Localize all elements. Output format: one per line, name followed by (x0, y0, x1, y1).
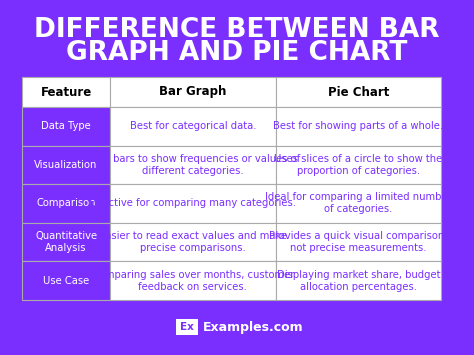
Bar (276, 77, 441, 107)
Bar (276, 107, 441, 146)
Bar (276, 184, 441, 223)
Text: Ex: Ex (180, 322, 194, 332)
Bar (22, 77, 110, 107)
Text: Visualization: Visualization (35, 160, 98, 170)
Text: Effective for comparing many categories.: Effective for comparing many categories. (90, 198, 296, 208)
Text: Feature: Feature (40, 86, 91, 98)
Text: Displaying market share, budget
allocation percentages.: Displaying market share, budget allocati… (277, 270, 440, 292)
Text: Uses bars to show frequencies or values of
different categories.: Uses bars to show frequencies or values … (86, 154, 300, 176)
Bar (176, 319, 198, 335)
Text: Use Case: Use Case (43, 276, 89, 286)
Bar (22, 223, 110, 261)
Text: Uses slices of a circle to show the
proportion of categories.: Uses slices of a circle to show the prop… (274, 154, 443, 176)
Bar (110, 223, 276, 261)
Text: Examples.com: Examples.com (203, 321, 304, 333)
Text: Comparing sales over months, customer
feedback on services.: Comparing sales over months, customer fe… (92, 270, 294, 292)
Text: GRAPH AND PIE CHART: GRAPH AND PIE CHART (66, 40, 408, 66)
Bar (110, 146, 276, 184)
Text: Provides a quick visual comparison,
not precise measurements.: Provides a quick visual comparison, not … (269, 231, 447, 253)
Text: Easier to read exact values and make
precise comparisons.: Easier to read exact values and make pre… (99, 231, 287, 253)
Bar (276, 261, 441, 300)
Bar (22, 261, 110, 300)
Text: DIFFERENCE BETWEEN BAR: DIFFERENCE BETWEEN BAR (34, 17, 440, 43)
Text: Best for showing parts of a whole.: Best for showing parts of a whole. (273, 121, 444, 131)
Bar (22, 184, 110, 223)
Bar (110, 184, 276, 223)
Text: Ideal for comparing a limited number
of categories.: Ideal for comparing a limited number of … (265, 192, 452, 214)
Bar (22, 146, 110, 184)
Bar (110, 261, 276, 300)
Text: Pie Chart: Pie Chart (328, 86, 389, 98)
Text: Comparison: Comparison (36, 198, 96, 208)
Text: Data Type: Data Type (41, 121, 91, 131)
Text: Best for categorical data.: Best for categorical data. (130, 121, 256, 131)
Text: Quantitative
Analysis: Quantitative Analysis (35, 231, 97, 253)
Bar (110, 77, 276, 107)
Text: Bar Graph: Bar Graph (159, 86, 227, 98)
Bar (22, 107, 110, 146)
Bar (110, 107, 276, 146)
Bar (276, 146, 441, 184)
Bar (276, 223, 441, 261)
